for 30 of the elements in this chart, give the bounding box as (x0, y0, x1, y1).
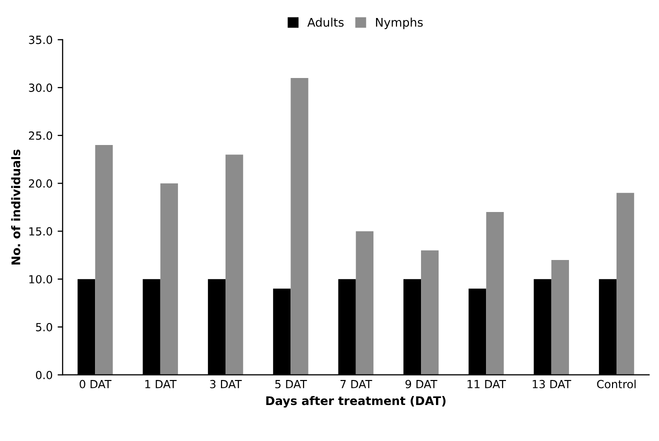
bar (160, 183, 178, 375)
x-tick-label: 13 DAT (532, 380, 572, 388)
y-tick-label: 25.0 (28, 131, 52, 140)
bar (95, 145, 113, 375)
x-tick-label: 1 DAT (145, 380, 177, 388)
bar (226, 154, 244, 375)
x-tick-label: 7 DAT (340, 380, 372, 388)
y-tick-label: 5.0 (36, 322, 52, 332)
y-tick-label: 10.0 (29, 275, 52, 284)
bar (551, 260, 569, 375)
bar (356, 231, 374, 375)
x-tick-label: Control (597, 380, 636, 388)
x-tick-label: 3 DAT (210, 380, 242, 388)
y-tick-label: 15.0 (29, 227, 52, 236)
bar (486, 212, 504, 375)
x-tick-label: 0 DAT (80, 380, 112, 388)
bar (616, 192, 634, 375)
y-tick-label: 35.0 (28, 36, 52, 44)
x-tick-label: 9 DAT (405, 380, 438, 388)
y-axis-title: No. of individuals (11, 150, 20, 264)
x-tick-label: 11 DAT (468, 380, 506, 388)
bar (421, 250, 439, 375)
y-tick-label: 30.0 (28, 84, 52, 92)
bar (290, 78, 308, 375)
legend-label: Nymphs (376, 18, 423, 30)
y-tick-label: 0.0 (36, 370, 52, 380)
y-tick-label: 20.0 (28, 179, 52, 188)
legend-label: Adults (307, 18, 344, 27)
x-tick-label: 5 DAT (275, 380, 307, 388)
x-axis-title: Days after treatment (DAT) (266, 396, 446, 408)
